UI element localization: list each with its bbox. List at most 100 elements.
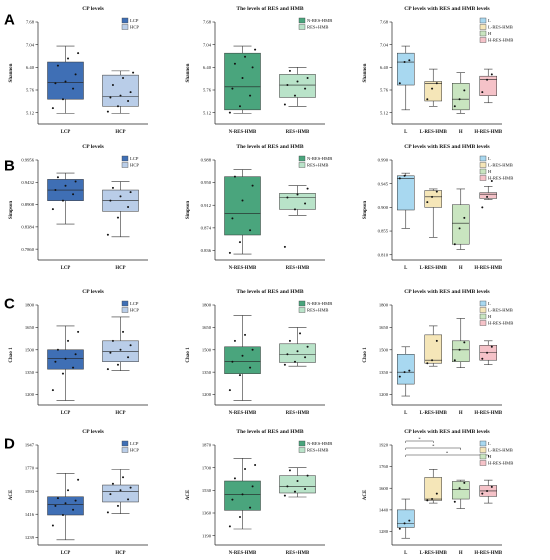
data-point [244,468,247,470]
legend-entry: LCP [130,301,139,306]
data-point [106,368,109,371]
y-tick-label: 5.76 [380,88,389,93]
data-point [61,372,64,375]
box-iqr [279,193,316,210]
data-point [251,348,254,351]
legend-swatch [479,440,487,447]
data-point [122,330,125,333]
panel-a-1: CP levels 5.12 5.76 6.40 7.04 7.68 Shannon LCP H… [9,6,148,135]
data-point [67,339,70,342]
data-point [228,251,231,254]
legend-swatch [121,24,129,30]
data-point [111,186,114,189]
data-point [458,348,461,351]
data-point [435,190,438,193]
significance-bracket: * [405,443,461,450]
x-category-label: LCP [61,411,71,416]
data-point [458,98,461,101]
y-tick-label: 5.76 [26,88,35,93]
data-point [408,519,411,522]
data-point [296,80,299,83]
y-tick-label: 0.8908 [21,202,34,207]
data-point [306,187,309,190]
box-iqr [224,346,261,374]
y-axis-label: ACE [9,489,14,500]
data-point [67,57,70,60]
panel-c-3: CP levels with RES and HMB levels 1200 135… [363,289,513,416]
significance-bracket: * [405,450,489,457]
legend-entry: H [488,169,492,174]
box-iqr [424,334,442,364]
data-point [116,504,119,507]
box-iqr [224,52,261,111]
data-point [486,78,489,81]
y-tick-label: 1500 [379,347,389,352]
data-point [293,94,296,97]
y-tick-label: 0.945 [378,181,389,186]
data-point [249,94,252,97]
legend-entry: HCP [130,163,139,168]
box-hcp [102,70,139,114]
data-point [77,330,80,333]
data-point [463,341,466,344]
data-point [251,485,254,488]
box-iqr [397,52,415,86]
box-iqr [224,176,261,236]
box-n-res-hmb [224,458,261,530]
box-n-res-hmb [224,169,261,255]
legend: LCP HCP [121,300,139,313]
box-l [397,498,415,539]
y-axis-label: Simpson [186,201,191,220]
data-point [238,241,241,244]
box-iqr [452,340,470,362]
data-point [231,498,234,501]
x-category-label: N-RES-HMB [229,130,257,135]
data-point [129,486,132,489]
data-point [54,189,57,192]
legend-swatch [121,155,129,162]
data-point [106,110,109,113]
legend-entry: RES+HMB [307,25,328,30]
y-tick-label: 0.810 [378,252,389,257]
data-point [116,105,119,108]
data-point [293,208,296,211]
legend-entry: L-RES-HMB [488,448,513,453]
legend-entry: LCP [130,18,139,23]
data-point [286,196,289,199]
data-point [127,99,130,102]
legend-entry: RES+HMB [307,308,328,313]
x-category-label: RES+HMB [286,266,310,271]
data-point [111,482,114,485]
box-l [397,45,415,111]
y-tick-label: 0.9956 [21,158,34,163]
data-point [299,332,302,335]
data-point [116,363,119,366]
panel-d-2: The levels of RES and HMB 1190 1360 1530 170… [186,429,332,556]
y-tick-label: 0.990 [378,158,389,163]
data-point [426,362,429,365]
legend: N-RES-HMB RES+HMB [298,300,332,313]
data-point [296,193,299,196]
box-n-res-hmb [224,315,261,401]
row-label-a: A [4,11,15,28]
data-point [72,193,75,196]
data-point [228,525,231,528]
y-tick-label: 1350 [379,370,389,375]
x-category-label: H [459,411,463,416]
data-point [249,506,252,509]
x-category-label: HCP [115,266,125,271]
data-point [109,351,112,354]
y-axis-label: Chao 1 [363,347,368,363]
data-point [74,180,77,183]
data-point [304,356,307,359]
data-point [231,360,234,363]
x-category-label: H [459,130,463,135]
y-tick-label: 1200 [379,392,389,397]
y-tick-label: 1650 [25,325,35,330]
data-point [304,202,307,205]
box-iqr [424,477,442,501]
data-point [408,59,411,62]
y-axis-label: Chao 1 [9,347,14,363]
data-point [403,371,406,374]
